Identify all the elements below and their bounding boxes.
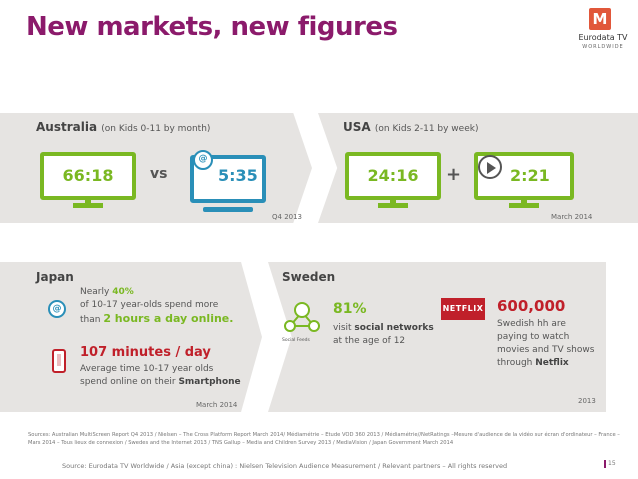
sweden-stat2-line1: Swedish hh are [497,319,566,329]
japan-stat1-prefix: Nearly [80,287,113,297]
japan-stat2: Average time 10-17 year olds spend onlin… [80,363,241,389]
japan-date: March 2014 [196,401,238,409]
australia-tv-value: 66:18 [62,166,114,185]
tv-icon: 24:16 [345,152,441,200]
japan-stat1-line3-prefix: than [80,315,104,325]
australia-date: Q4 2013 [272,213,303,221]
usa-label: USA (on Kids 2-11 by week) [343,120,478,134]
smartphone-icon [52,349,66,373]
sweden-stat2-line3: movies and TV shows [497,345,595,355]
japan-stat1: Nearly 40% of 10-17 year-olds spend more… [80,286,233,327]
sweden-stat2-highlight: Netflix [535,358,569,368]
sweden-date: 2013 [578,397,596,405]
usa-title: USA [343,120,371,134]
tv-stand-icon [73,198,103,208]
sweden-stat1-value: 81% [333,301,367,317]
chat-bubble-icon: @ [48,300,66,318]
japan-title: Japan [36,270,74,284]
usa-tv-value: 24:16 [367,166,419,185]
usa-online-value: 2:21 [510,166,550,185]
australia-sub: (on Kids 0-11 by month) [101,124,211,134]
social-feeds-caption: Social Feeds [282,338,310,343]
logo-mark-icon: M [589,8,611,30]
replay-icon [478,155,502,179]
australia-title: Australia [36,120,98,134]
japan-stat1-highlight: 2 hours a day online. [103,312,234,325]
usa-date: March 2014 [551,213,593,221]
logo-name: Eurodata TV [578,33,628,42]
sweden-stat2-line2: paying to watch [497,332,570,342]
australia-vs: vs [150,166,168,182]
usa-sub: (on Kids 2-11 by week) [374,124,479,134]
logo-sub: WORLDWIDE [582,44,624,50]
japan-stat1-line2: of 10-17 year-olds spend more [80,300,219,310]
sweden-stat1-prefix: visit [333,323,355,333]
tv-icon: 66:18 [40,152,136,200]
sweden-stat2-value: 600,000 [497,297,566,315]
page-title: New markets, new figures [26,12,398,42]
sweden-title: Sweden [282,270,336,284]
tv-stand-icon [378,198,408,208]
japan-stat2-line1: Average time 10-17 year olds [80,364,214,374]
monitor-stand-icon [203,207,253,212]
tv-stand-icon [509,198,539,208]
page-marker [604,460,606,468]
sweden-stat1: visit social networks at the age of 12 [333,322,434,348]
sources-note: Sources: Australian MultiScreen Report Q… [28,432,620,446]
usa-plus: + [446,164,462,185]
sweden-stat1-line2: at the age of 12 [333,336,406,346]
source-line: Source: Eurodata TV Worldwide / Asia (ex… [62,462,508,470]
chat-bubble-icon: @ [193,150,213,170]
social-network-icon [284,302,320,332]
japan-stat2-highlight: Smartphone [178,377,241,387]
sweden-stat1-highlight: social networks [354,323,434,333]
sweden-panel [268,262,606,412]
sweden-stat2-line4-prefix: through [497,358,536,368]
japan-stat1-pct: 40% [112,287,134,297]
japan-panel [0,262,262,412]
page-number: 15 [608,460,616,467]
sweden-stat2: Swedish hh are paying to watch movies an… [497,318,594,370]
netflix-logo: NETFLIX [441,298,485,320]
japan-stat2-headline: 107 minutes / day [80,345,211,360]
australia-online-value: 5:35 [218,166,258,185]
australia-label: Australia (on Kids 0-11 by month) [36,120,210,134]
japan-stat2-line2-prefix: spend online on their [80,377,179,387]
eurodata-logo: M Eurodata TV WORLDWIDE [575,8,631,58]
